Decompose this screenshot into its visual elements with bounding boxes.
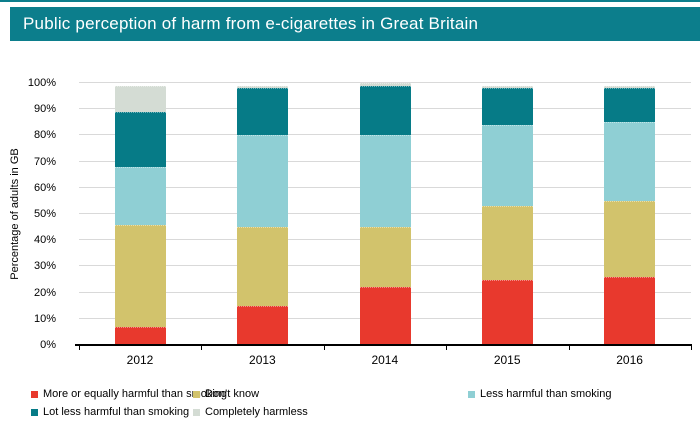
bar-segment [114, 111, 166, 167]
bar-segment [237, 227, 289, 306]
x-tick-mark [691, 346, 692, 350]
legend-item: Don't know [193, 388, 259, 400]
x-tick-mark [446, 346, 448, 350]
bar-segment [114, 85, 166, 112]
bar-2016 [604, 85, 656, 345]
legend-swatch [31, 390, 38, 398]
bar-segment [481, 206, 533, 280]
y-tick-label: 80% [33, 129, 56, 142]
y-tick-label: 50% [33, 208, 56, 220]
x-axis-line [75, 344, 692, 346]
bar-segment [114, 224, 166, 327]
legend-item: Completely harmless [193, 406, 308, 418]
bar-2013 [237, 85, 289, 345]
bar-segment [604, 276, 656, 345]
x-axis-label: 2014 [371, 353, 399, 367]
gridline [79, 82, 691, 83]
bar-segment [481, 88, 533, 125]
bar-segment [604, 122, 656, 201]
y-tick-label: 40% [33, 234, 56, 247]
x-axis-label: 2015 [493, 353, 521, 367]
legend-swatch [468, 390, 475, 398]
page-title: Public perception of harm from e-cigaret… [23, 14, 479, 33]
legend-item: Less harmful than smoking [468, 388, 611, 400]
y-tick-label: 20% [33, 286, 56, 299]
legend-label: Don't know [205, 388, 260, 400]
bar-segment [359, 85, 411, 136]
y-tick-label: 70% [33, 155, 56, 168]
legend-item: Lot less harmful than smoking [31, 406, 189, 418]
bar-segment [237, 88, 289, 136]
y-tick-label: 100% [27, 77, 56, 89]
legend-item: More or equally harmful than smoking [31, 388, 227, 400]
bar-segment [481, 124, 533, 207]
x-axis-label: 2016 [616, 353, 643, 367]
bar-segment [604, 200, 656, 277]
bar-2014 [359, 83, 411, 345]
title-bar: Public perception of harm from e-cigaret… [10, 7, 700, 41]
bar-segment [359, 287, 411, 345]
bar-segment [237, 305, 289, 345]
bar-segment [604, 85, 656, 89]
plot-area [79, 82, 691, 345]
bar-segment [237, 135, 289, 228]
bar-2012 [114, 85, 166, 345]
legend-swatch [193, 390, 200, 398]
bar-segment [359, 135, 411, 228]
y-tick-label: 30% [33, 260, 56, 273]
legend-swatch [193, 408, 200, 416]
legend-label: Completely harmless [205, 406, 308, 418]
x-axis-label: 2012 [126, 353, 154, 367]
bar-segment [359, 227, 411, 288]
bar-segment [481, 279, 533, 345]
x-tick-mark [79, 346, 80, 350]
legend-label: More or equally harmful than smoking [43, 388, 228, 400]
x-axis-label: 2013 [249, 353, 276, 367]
top-border-line [0, 0, 700, 2]
y-tick-label: 60% [33, 181, 56, 194]
x-tick-mark [568, 346, 570, 350]
x-tick-mark [323, 346, 325, 350]
bar-segment [114, 166, 166, 225]
bar-segment [359, 83, 411, 86]
bar-segment [237, 85, 289, 89]
x-tick-mark [201, 346, 203, 350]
bar-2015 [481, 85, 533, 345]
bar-segment [114, 326, 166, 345]
y-tick-label: 90% [33, 103, 56, 116]
bar-segment [481, 85, 533, 89]
legend-label: Less harmful than smoking [480, 388, 612, 400]
legend-label: Lot less harmful than smoking [43, 406, 190, 418]
bar-segment [604, 88, 656, 123]
y-tick-label: 10% [33, 312, 56, 325]
legend-swatch [31, 408, 38, 416]
y-tick-label: 0% [40, 339, 56, 351]
